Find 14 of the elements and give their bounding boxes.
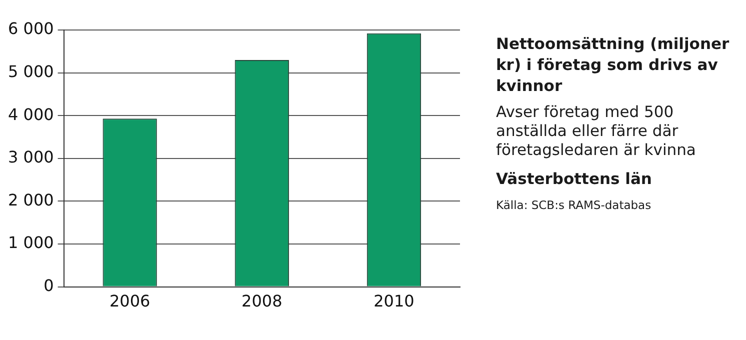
text: Källa: SCB:s RAMS-databas	[496, 198, 652, 212]
y-tick-label: 6 000	[8, 19, 54, 38]
y-tick-label: 3 000	[8, 148, 54, 167]
text: Nettoomsättning (miljoner kr) i företag som drivs av kvinnor	[496, 34, 730, 97]
x-tick-label: 2010	[374, 292, 414, 311]
y-tick-label: 5 000	[8, 62, 54, 81]
x-tick-label: 2006	[109, 292, 150, 311]
x-tick-label: 2008	[242, 292, 282, 311]
y-tick-label: 1 000	[8, 233, 54, 252]
y-tick-label: 4 000	[8, 104, 54, 124]
text: Västerbottens län	[496, 170, 653, 188]
text: Avser företag med 500 anställda eller färre där företagsledaren är kvinna	[496, 103, 697, 160]
y-tick-label: 2 000	[8, 190, 54, 210]
y-tick-label: 0	[44, 276, 54, 295]
